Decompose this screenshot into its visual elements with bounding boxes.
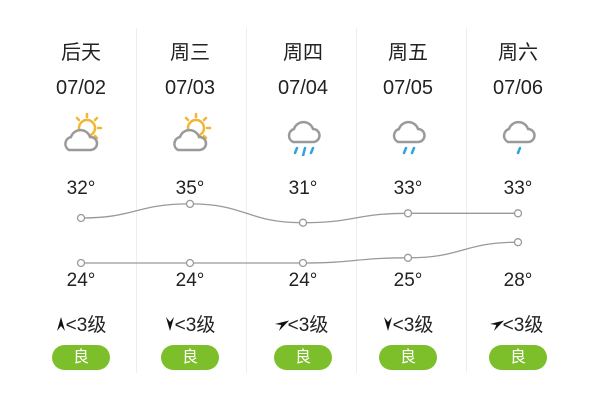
high-temp-point bbox=[76, 213, 86, 223]
date-label: 07/06 bbox=[492, 77, 544, 99]
heavy-rain-icon bbox=[287, 120, 321, 156]
low-temp-point bbox=[76, 258, 86, 268]
light-rain-icon bbox=[502, 120, 536, 155]
low-temp: 24° bbox=[288, 270, 318, 291]
aqi-badge[interactable]: 良 bbox=[274, 345, 332, 370]
northeast-arrow-icon bbox=[274, 320, 289, 331]
date-label: 07/04 bbox=[277, 77, 329, 99]
high-temp-line bbox=[80, 203, 518, 224]
date-label: 07/02 bbox=[55, 77, 107, 99]
column-divider bbox=[356, 28, 357, 373]
wind-level: <3级 bbox=[174, 315, 216, 336]
day-column: 周六 07/06 33° 28° <3级 良 bbox=[463, 0, 573, 372]
aqi-badge[interactable]: 良 bbox=[379, 345, 437, 370]
south-arrow-icon bbox=[165, 317, 174, 331]
north-arrow-icon bbox=[56, 317, 65, 331]
day-label: 周三 bbox=[170, 42, 210, 64]
low-temp: 25° bbox=[393, 270, 423, 291]
partly-cloudy-icon bbox=[64, 112, 103, 152]
low-temp-point bbox=[185, 258, 195, 268]
low-temp-line bbox=[81, 241, 519, 264]
aqi-badge[interactable]: 良 bbox=[161, 345, 219, 370]
high-temp-point bbox=[185, 199, 195, 209]
wind-info: <3级 bbox=[135, 310, 245, 337]
aqi-badge[interactable]: 良 bbox=[489, 345, 547, 370]
high-temp: 32° bbox=[66, 178, 96, 199]
moderate-rain-icon bbox=[392, 120, 426, 155]
high-temp: 31° bbox=[288, 178, 318, 199]
high-temp-point bbox=[403, 209, 413, 218]
column-divider bbox=[246, 28, 247, 373]
low-temp: 24° bbox=[66, 270, 96, 291]
aqi-badge[interactable]: 良 bbox=[52, 345, 110, 370]
wind-level: <3级 bbox=[287, 315, 329, 336]
northeast-arrow-icon bbox=[489, 320, 504, 331]
day-column: 周五 07/05 33° 25° <3级 良 bbox=[353, 0, 463, 372]
wind-level: <3级 bbox=[392, 315, 434, 336]
partly-cloudy-icon bbox=[173, 112, 212, 152]
date-label: 07/03 bbox=[164, 77, 216, 99]
low-temp: 24° bbox=[175, 270, 205, 291]
low-temp-point bbox=[298, 258, 308, 268]
low-temp-point bbox=[403, 253, 413, 262]
high-temp-point bbox=[298, 218, 308, 227]
day-label: 周五 bbox=[388, 42, 428, 64]
low-temp-point bbox=[513, 238, 523, 247]
wind-level: <3级 bbox=[65, 315, 107, 336]
day-column: 后天 07/02 32° 24° <3级 良 bbox=[26, 0, 136, 372]
column-divider bbox=[466, 28, 467, 373]
wind-info: <3级 bbox=[248, 310, 358, 337]
high-temp: 33° bbox=[393, 178, 423, 199]
high-temp: 35° bbox=[175, 178, 205, 199]
day-label: 周四 bbox=[283, 42, 323, 64]
day-label: 后天 bbox=[61, 42, 101, 64]
wind-info: <3级 bbox=[353, 310, 463, 337]
day-column: 周三 07/03 35° 24° <3级 良 bbox=[135, 0, 245, 372]
high-temp: 33° bbox=[503, 178, 533, 199]
wind-level: <3级 bbox=[502, 315, 544, 336]
date-label: 07/05 bbox=[382, 77, 434, 99]
high-temp-point bbox=[513, 209, 523, 218]
low-temp: 28° bbox=[503, 270, 533, 291]
wind-info: <3级 bbox=[463, 310, 573, 337]
wind-info: <3级 bbox=[26, 310, 136, 337]
column-divider bbox=[136, 28, 137, 373]
south-arrow-icon bbox=[383, 317, 392, 331]
day-label: 周六 bbox=[498, 42, 538, 64]
day-column: 周四 07/04 31° 24° <3级 良 bbox=[248, 0, 358, 372]
